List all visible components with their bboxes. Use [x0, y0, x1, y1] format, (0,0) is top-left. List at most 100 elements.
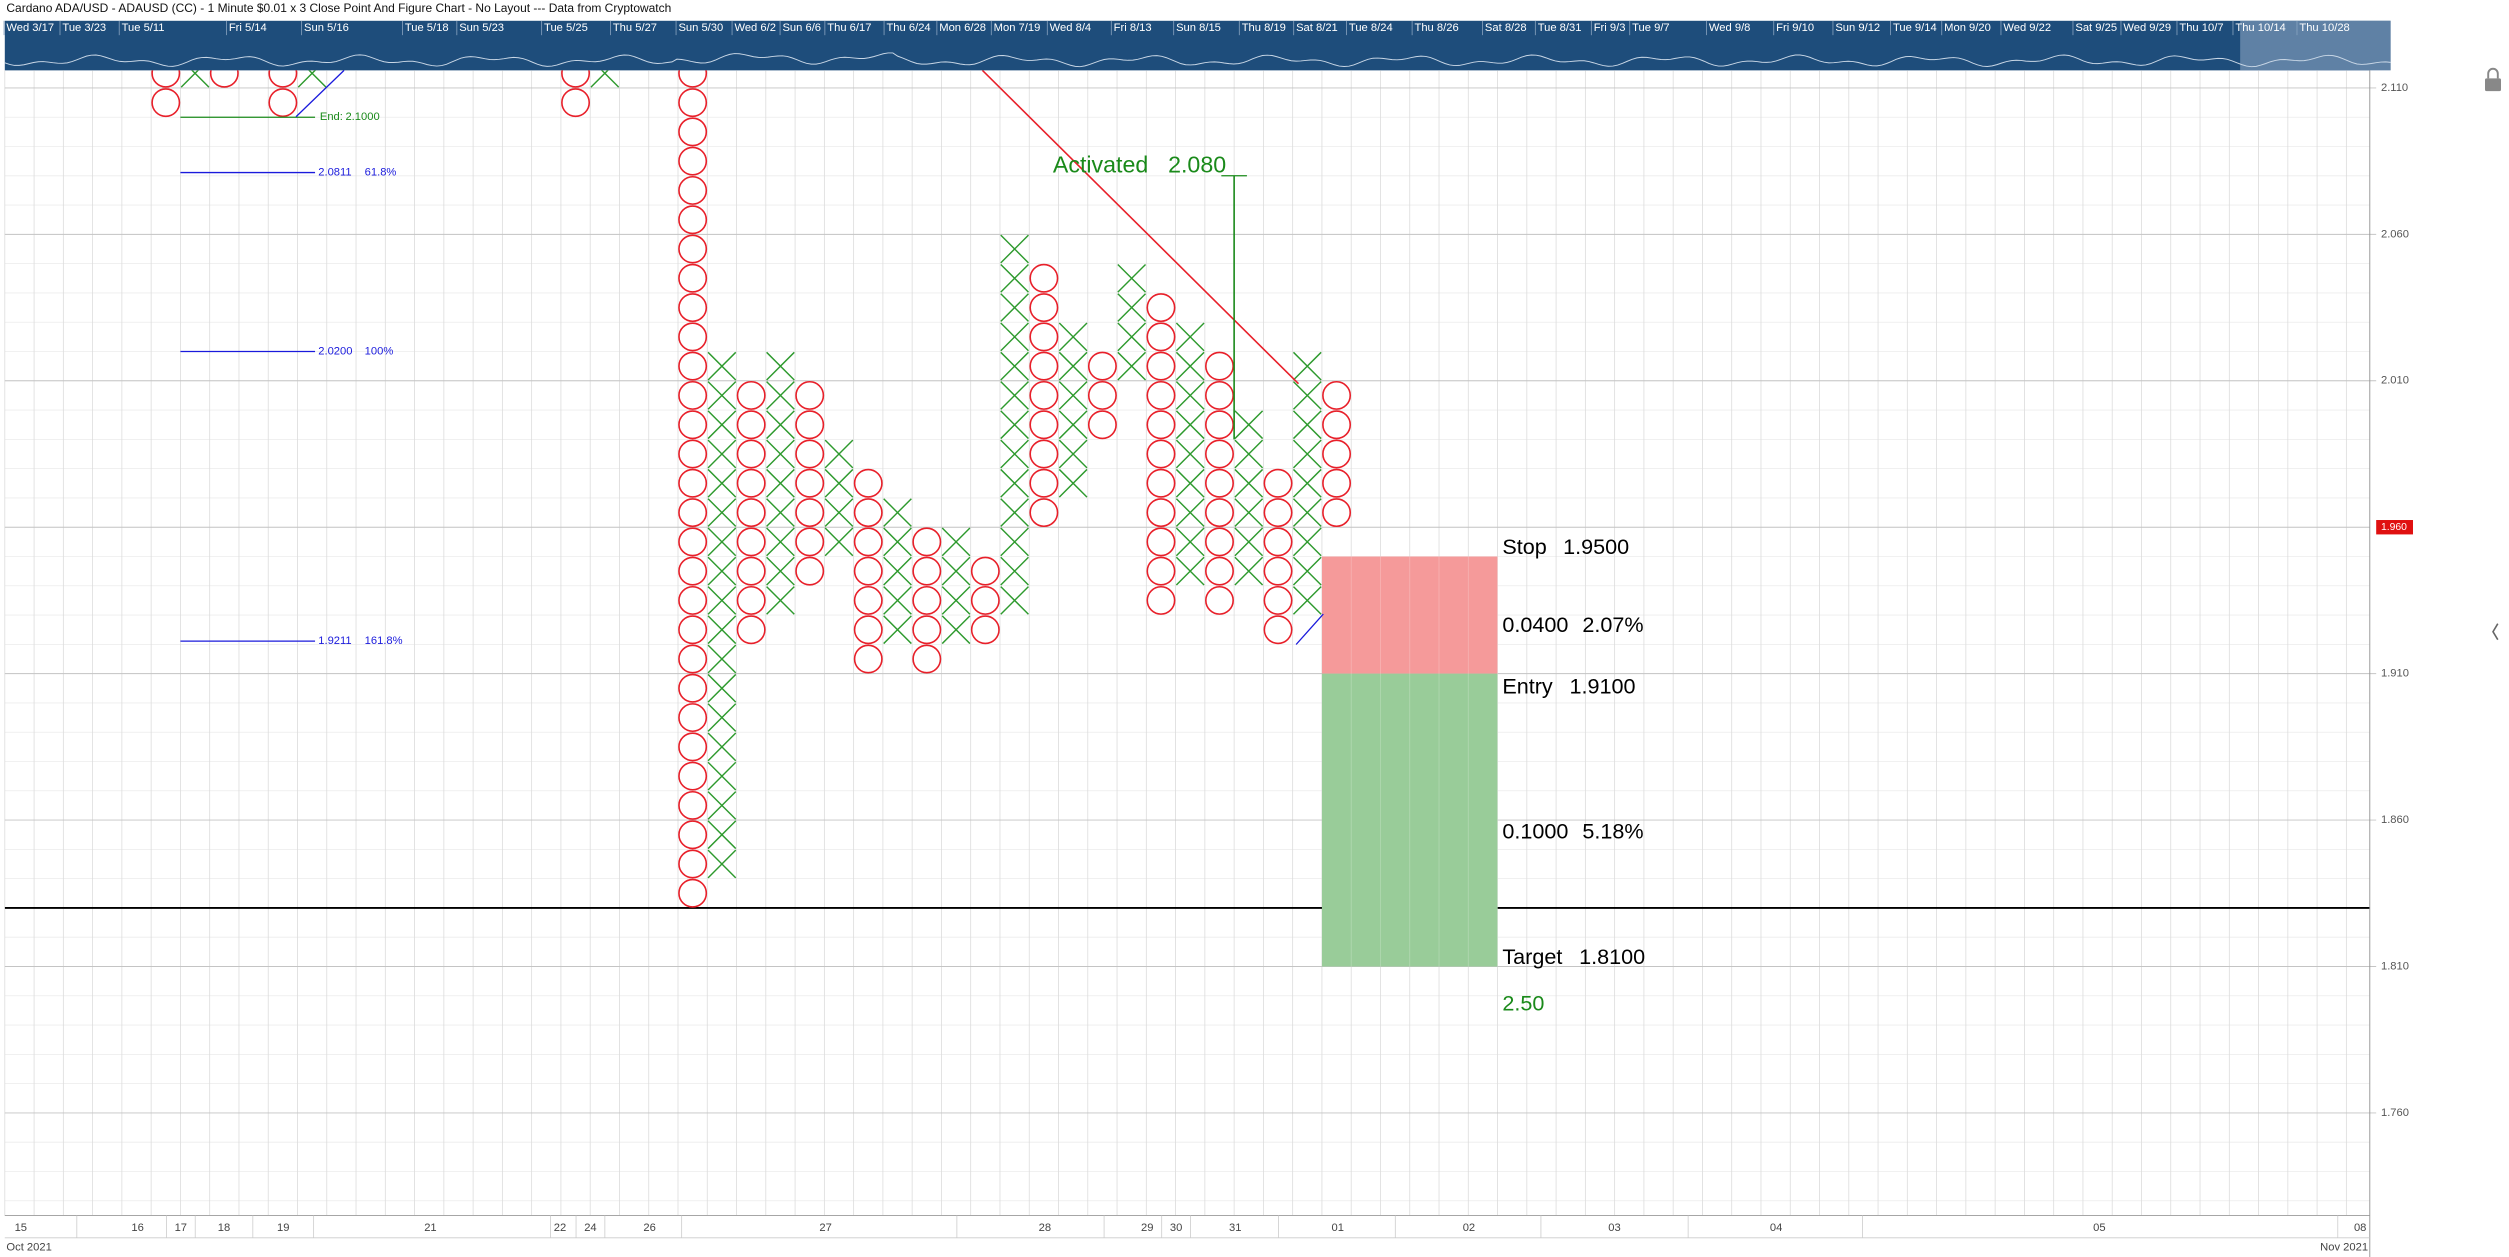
- x-column: [707, 351, 737, 879]
- navigator-label: Sun 8/15: [1176, 22, 1221, 34]
- x-box: [1234, 468, 1264, 498]
- x-box: [883, 498, 912, 527]
- o-box: [1146, 468, 1176, 498]
- o-box: [853, 615, 883, 645]
- x-box: [766, 527, 795, 557]
- x-box: [180, 70, 210, 88]
- x-box: [707, 586, 737, 615]
- x-box: [1117, 293, 1147, 322]
- x-box: [766, 351, 795, 381]
- x-tick-label: 17: [175, 1222, 187, 1234]
- o-column: [912, 527, 942, 674]
- o-box: [970, 585, 1000, 615]
- navigator-label: Sun 5/23: [459, 22, 504, 34]
- x-box: [1234, 527, 1264, 557]
- x-box: [1000, 527, 1029, 557]
- o-box: [1263, 468, 1293, 498]
- x-tick-label: 05: [2093, 1222, 2105, 1234]
- navigator-window[interactable]: [2240, 20, 2391, 71]
- x-column: [766, 351, 795, 615]
- x-box: [883, 586, 912, 615]
- x-box: [1000, 322, 1029, 352]
- x-box: [766, 468, 795, 498]
- o-box: [912, 585, 942, 615]
- x-tick-label: 01: [1331, 1222, 1343, 1234]
- x-box: [883, 556, 912, 586]
- navigator-label: Wed 9/29: [2123, 22, 2171, 34]
- navigator-label: Thu 6/24: [886, 22, 930, 34]
- x-tick-label: 30: [1170, 1222, 1182, 1234]
- o-box: [853, 556, 883, 586]
- o-box: [209, 70, 239, 88]
- o-box: [1205, 351, 1234, 381]
- x-tick-label: 31: [1229, 1222, 1241, 1234]
- x-box: [707, 556, 737, 586]
- x-box: [1234, 439, 1264, 469]
- o-box: [678, 527, 708, 557]
- o-box: [736, 380, 766, 410]
- x-box: [707, 732, 737, 762]
- x-column: [824, 439, 854, 557]
- x-box: [1058, 410, 1088, 440]
- collapse-arrow[interactable]: [2492, 623, 2499, 641]
- o-box: [1029, 439, 1059, 469]
- o-box: [970, 615, 1000, 645]
- navigator-label: Thu 10/14: [2235, 22, 2285, 34]
- fib-percent: 161.8%: [365, 635, 403, 647]
- x-column: [1292, 351, 1322, 615]
- x-box: [707, 410, 737, 440]
- o-box: [1146, 380, 1176, 410]
- o-column: [209, 70, 239, 88]
- x-tick-label: 28: [1039, 1222, 1051, 1234]
- o-box: [678, 790, 708, 820]
- o-box: [1322, 410, 1352, 440]
- o-column: [736, 380, 766, 645]
- o-box: [795, 380, 825, 410]
- o-box: [1087, 410, 1117, 440]
- x-column: [1117, 263, 1147, 381]
- o-box: [1322, 468, 1352, 498]
- x-box: [1234, 410, 1264, 440]
- x-column: [180, 70, 210, 88]
- fib-end-name: End:: [320, 111, 343, 123]
- o-column: [1146, 293, 1176, 615]
- o-column: [1029, 263, 1059, 528]
- x-box: [1000, 263, 1029, 293]
- x-box: [1292, 527, 1322, 557]
- o-box: [1029, 498, 1059, 528]
- navigator-label: Sun 6/6: [782, 22, 821, 34]
- o-column: [970, 556, 1000, 645]
- o-box: [853, 585, 883, 615]
- o-box: [853, 498, 883, 528]
- o-box: [678, 732, 708, 762]
- x-box: [766, 586, 795, 615]
- o-box: [736, 585, 766, 615]
- risk-value: 2.07%: [1582, 612, 1643, 637]
- o-box: [1146, 585, 1176, 615]
- x-column: [297, 70, 327, 88]
- trend-line: [981, 70, 1300, 385]
- stop-value: 1.9500: [1563, 534, 1629, 559]
- o-box: [1205, 585, 1234, 615]
- risk-zone: [1321, 556, 1498, 674]
- lock-icon[interactable]: [2484, 78, 2501, 92]
- o-box: [678, 673, 708, 703]
- o-box: [736, 498, 766, 528]
- x-box: [941, 615, 971, 645]
- navigator-label: Tue 5/18: [405, 22, 449, 34]
- o-box: [1205, 468, 1234, 498]
- x-box: [766, 498, 795, 527]
- o-box: [151, 70, 181, 88]
- navigator-label: Wed 9/22: [2003, 22, 2051, 34]
- y-tick-label: 2.010: [2381, 375, 2409, 387]
- o-column: [678, 70, 708, 908]
- o-column: [1322, 380, 1352, 528]
- x-box: [1292, 586, 1322, 615]
- o-box: [795, 556, 825, 586]
- x-column: [883, 498, 912, 645]
- navigator-label: Tue 8/31: [1538, 22, 1582, 34]
- target-name: Target: [1502, 944, 1562, 969]
- x-box: [941, 527, 971, 557]
